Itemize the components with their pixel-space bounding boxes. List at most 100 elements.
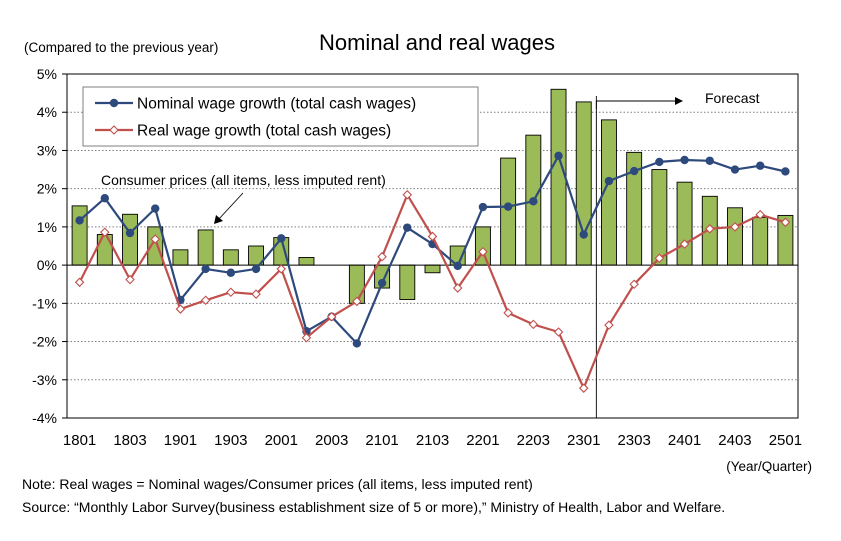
- wage-lines: [74, 151, 791, 393]
- nominal-wage-point: [655, 157, 664, 167]
- nominal-wage-point: [629, 166, 639, 176]
- nominal-wage-point: [251, 264, 261, 274]
- y-tick-label: 1%: [37, 219, 57, 235]
- forecast-label: Forecast: [705, 90, 760, 106]
- x-tick-label: 2201: [466, 432, 499, 449]
- gridlines: [67, 111, 798, 419]
- legend-swatch-marker: [109, 125, 119, 135]
- cpi-annotation: Consumer prices (all items, less imputed…: [101, 172, 386, 224]
- real-wage-point: [200, 295, 211, 306]
- cpi-bar: [172, 249, 189, 266]
- real-wage-point: [100, 227, 110, 238]
- x-tick-label: 2401: [668, 432, 701, 449]
- chart-note: Note: Real wages = Nominal wages/Consume…: [22, 476, 533, 492]
- x-tick-label: 2301: [567, 432, 600, 449]
- nominal-wage-point: [377, 278, 387, 288]
- chart-title: Nominal and real wages: [319, 30, 555, 55]
- real-wage-point: [704, 224, 715, 234]
- nominal-wage-point: [680, 155, 689, 165]
- real-wage-point: [427, 231, 438, 242]
- real-wage-point: [276, 264, 287, 274]
- y-tick-label: -1%: [32, 295, 57, 311]
- nominal-wage-point: [151, 204, 160, 213]
- x-tick-label: 1903: [214, 432, 247, 449]
- real-wage-point: [553, 327, 564, 337]
- y-tick-label: 0%: [37, 257, 57, 273]
- nominal-wage-point: [125, 228, 135, 238]
- real-wage-point: [654, 253, 665, 264]
- nominal-wage-point: [201, 264, 210, 274]
- nominal-wage-point: [554, 151, 563, 160]
- nominal-wage-point: [755, 161, 765, 170]
- cpi-bar: [727, 207, 743, 266]
- x-tick-label: 2003: [315, 432, 348, 449]
- nominal-wage-point: [75, 216, 84, 225]
- nominal-wage-point: [503, 202, 513, 211]
- x-tick-label: 2103: [416, 432, 449, 449]
- x-tick-label: 1901: [164, 432, 197, 449]
- nominal-wage-point: [730, 165, 740, 174]
- chart-source: Source: “Monthly Labor Survey(business e…: [22, 499, 726, 515]
- cpi-annotation-label: Consumer prices (all items, less imputed…: [101, 172, 386, 188]
- nominal-wage-point: [352, 339, 362, 348]
- x-tick-label: 1801: [63, 432, 96, 449]
- cpi-bar: [96, 234, 113, 266]
- nominal-wage-point: [100, 194, 110, 203]
- real-wage-point: [780, 217, 791, 228]
- cpi-bar: [122, 213, 138, 266]
- real-wage-point: [150, 234, 161, 244]
- real-wage-point: [251, 289, 261, 299]
- cpi-bar: [298, 257, 315, 266]
- x-tick-label: 2203: [517, 432, 550, 449]
- cpi-bar: [424, 264, 441, 274]
- y-axis-title: (Compared to the previous year): [24, 40, 218, 55]
- legend-label: Nominal wage growth (total cash wages): [137, 96, 416, 113]
- legend: Nominal wage growth (total cash wages) Re…: [82, 86, 479, 147]
- x-tick-label: 2501: [769, 432, 802, 449]
- real-wage-point: [74, 277, 85, 288]
- y-tick-label: -3%: [32, 372, 57, 388]
- real-wage-point: [301, 332, 312, 343]
- real-wage-point: [604, 320, 614, 330]
- real-wage-point: [730, 222, 740, 232]
- real-wage-point: [755, 209, 765, 220]
- cpi-annotation-arrowhead: [214, 215, 223, 224]
- cpi-bar: [676, 181, 693, 266]
- y-tick-label: 2%: [37, 181, 57, 197]
- real-wage-point: [352, 296, 362, 307]
- x-axis-title: (Year/Quarter): [726, 459, 812, 474]
- nominal-wage-point: [705, 156, 714, 165]
- x-tick-label: 1803: [113, 432, 146, 449]
- y-tick-label: 4%: [37, 104, 57, 120]
- forecast-arrow: [595, 100, 676, 109]
- cpi-bar: [222, 249, 239, 266]
- nominal-wage-point: [403, 223, 412, 232]
- nominal-wage-point: [453, 261, 462, 271]
- real-wage-point: [503, 308, 513, 318]
- cpi-bar: [197, 229, 214, 266]
- tick-labels: -4% -3% -2% -1% 0% 1% 2% 3% 4% 5% 1801 1803 1901 1903…: [32, 66, 802, 449]
- chart: (Compared to the previous year) Nominal …: [24, 30, 812, 474]
- real-wage-point: [478, 246, 488, 257]
- nominal-wage-point: [478, 202, 488, 212]
- cpi-annotation-arrow: [217, 192, 244, 221]
- cpi-bar: [575, 101, 592, 266]
- forecast-marker: Forecast: [595, 90, 760, 418]
- cpi-bar: [752, 216, 769, 266]
- y-tick-label: 5%: [37, 66, 57, 82]
- nominal-wage-point: [529, 197, 538, 206]
- cpi-bar: [550, 88, 567, 266]
- nominal-wage-point: [579, 230, 588, 239]
- forecast-arrowhead: [675, 97, 683, 105]
- real-wage-point: [629, 279, 639, 290]
- y-tick-label: 3%: [37, 142, 57, 158]
- cpi-bar: [651, 169, 668, 266]
- x-tick-label: 2101: [365, 432, 398, 449]
- legend-box: [82, 86, 479, 147]
- real-wage-point: [326, 311, 337, 322]
- real-wage-point: [125, 274, 135, 285]
- x-tick-label: 2303: [617, 432, 650, 449]
- real-wage-point: [578, 383, 589, 393]
- cpi-bar: [500, 157, 517, 266]
- nominal-wage-point: [226, 268, 236, 277]
